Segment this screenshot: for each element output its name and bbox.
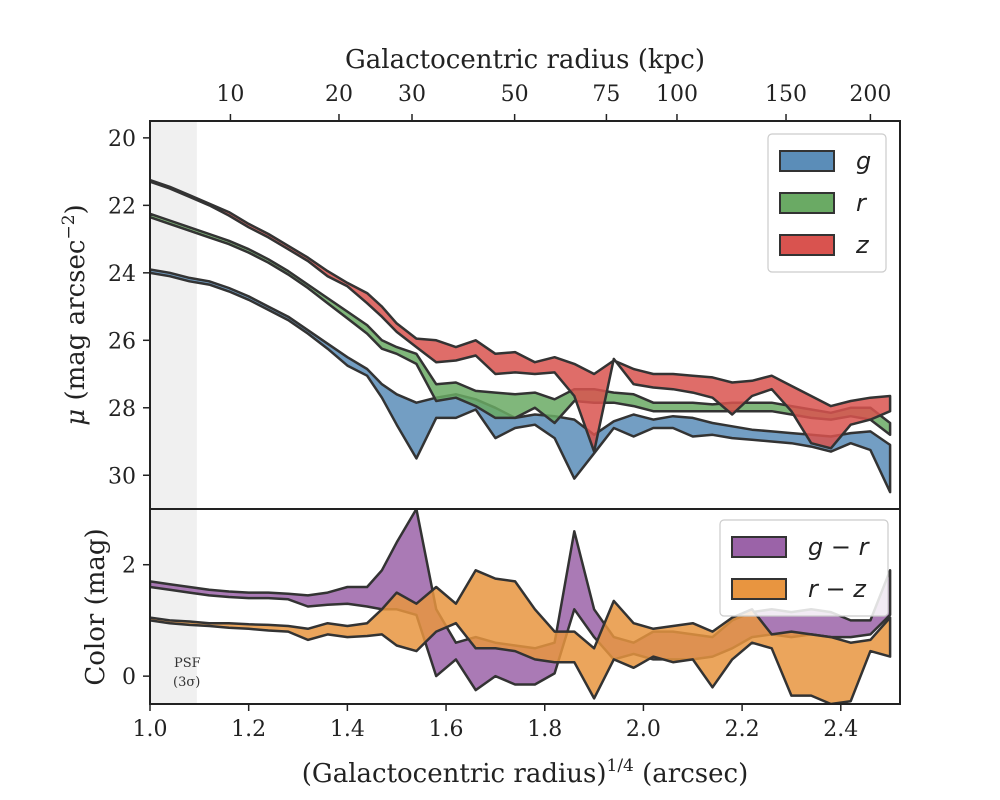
legend-swatch — [731, 536, 787, 558]
psf-shaded-region — [150, 121, 197, 704]
legend-swatch — [731, 578, 787, 600]
y-tick-label: 24 — [108, 262, 136, 287]
x-tick-label: 1.4 — [330, 717, 365, 742]
band-z — [150, 178, 892, 453]
legend-swatch — [779, 192, 835, 214]
top-y-axis-label: μ (mag arcsec−2) — [59, 204, 91, 425]
legend-label: g − r — [808, 533, 871, 561]
bottom-y-axis-label: Color (mag) — [81, 528, 111, 685]
psf-label-line2: (3σ) — [173, 675, 200, 690]
top-x-tick-label: 150 — [765, 82, 807, 107]
legend-label: g — [856, 147, 871, 175]
y-tick-label: 28 — [108, 397, 136, 422]
surface-brightness-bands — [150, 178, 892, 494]
psf-shade-bottom — [150, 509, 197, 704]
x-tick-label: 1.8 — [527, 717, 562, 742]
color-y-tick-label: 0 — [122, 665, 136, 690]
y-tick-label: 22 — [108, 194, 136, 219]
x-tick-label: 2.0 — [626, 717, 661, 742]
bottom-panel-frame — [149, 508, 901, 705]
y-tick-label: 30 — [108, 464, 136, 489]
x-tick-label: 2.4 — [823, 717, 858, 742]
top-x-tick-label: 20 — [325, 82, 353, 107]
legend-label: r − z — [808, 575, 867, 603]
band-g — [150, 268, 892, 494]
top-x-tick-label: 50 — [501, 82, 529, 107]
top-x-tick-label: 75 — [592, 82, 620, 107]
x-tick-label: 1.6 — [429, 717, 464, 742]
top-legend: grz — [767, 133, 887, 273]
color-bands — [150, 509, 892, 704]
color-y-tick-label: 2 — [122, 554, 136, 579]
x-tick-label: 2.2 — [725, 717, 760, 742]
top-x-tick-label: 100 — [656, 82, 698, 107]
legend-swatch — [779, 150, 835, 172]
band-r-z — [150, 569, 892, 704]
psf-shade-top — [150, 121, 197, 509]
y-tick-label: 26 — [108, 329, 136, 354]
top-x-axis-label: Galactocentric radius (kpc) — [345, 45, 705, 75]
top-x-tick-label: 10 — [216, 82, 244, 107]
x-tick-label: 1.0 — [133, 717, 168, 742]
x-tick-label: 1.2 — [231, 717, 266, 742]
bottom-legend: g − r r − z — [719, 519, 889, 617]
bottom-x-axis-label: (Galactocentric radius)1/4 (arcsec) — [302, 756, 748, 789]
top-x-tick-label: 30 — [398, 82, 426, 107]
legend-label: z — [855, 231, 870, 259]
legend-label: r — [856, 189, 868, 217]
legend-swatch — [779, 234, 835, 256]
y-tick-label: 20 — [108, 127, 136, 152]
top-x-tick-label: 200 — [849, 82, 891, 107]
axis-ticks: 1.0 1.2 1.4 1.6 1.8 2.0 2.2 2.410 20 30 50 75 100 150… — [108, 82, 891, 742]
psf-label-line1: PSF — [174, 656, 201, 671]
